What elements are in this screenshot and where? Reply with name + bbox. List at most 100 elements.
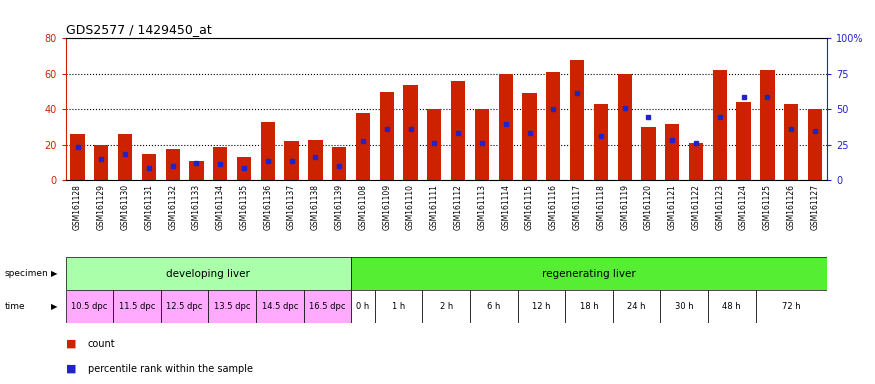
Bar	[665, 124, 679, 180]
Text: GSM161135: GSM161135	[240, 184, 248, 230]
Bar	[689, 143, 704, 180]
Text: ■: ■	[66, 339, 76, 349]
Text: GSM161126: GSM161126	[787, 184, 795, 230]
Text: GSM161118: GSM161118	[597, 184, 605, 230]
Text: GSM161130: GSM161130	[121, 184, 130, 230]
Text: count: count	[88, 339, 116, 349]
Text: GSM161124: GSM161124	[739, 184, 748, 230]
Bar	[499, 74, 513, 180]
Text: 6 h: 6 h	[487, 302, 500, 311]
Text: ■: ■	[66, 364, 76, 374]
Bar	[94, 145, 108, 180]
Bar	[570, 60, 584, 180]
Bar	[165, 149, 180, 180]
Text: GSM161116: GSM161116	[549, 184, 557, 230]
Bar	[351, 257, 827, 290]
Text: GSM161125: GSM161125	[763, 184, 772, 230]
Bar	[475, 109, 489, 180]
Bar	[784, 104, 798, 180]
Text: 16.5 dpc: 16.5 dpc	[309, 302, 346, 311]
Bar	[332, 147, 346, 180]
Bar	[356, 113, 370, 180]
Bar	[594, 104, 608, 180]
Bar	[66, 290, 113, 323]
Bar	[522, 93, 536, 180]
Text: GSM161112: GSM161112	[453, 184, 463, 230]
Text: GSM161113: GSM161113	[478, 184, 487, 230]
Text: regenerating liver: regenerating liver	[542, 268, 636, 279]
Bar	[661, 290, 708, 323]
Bar	[304, 290, 351, 323]
Text: ▶: ▶	[51, 302, 57, 311]
Bar	[380, 92, 394, 180]
Text: 12.5 dpc: 12.5 dpc	[166, 302, 203, 311]
Text: 13.5 dpc: 13.5 dpc	[214, 302, 250, 311]
Text: GSM161129: GSM161129	[97, 184, 106, 230]
Text: GSM161111: GSM161111	[430, 184, 439, 230]
Text: GDS2577 / 1429450_at: GDS2577 / 1429450_at	[66, 23, 212, 36]
Text: GSM161119: GSM161119	[620, 184, 629, 230]
Bar	[261, 122, 275, 180]
Bar	[760, 70, 774, 180]
Text: GSM161132: GSM161132	[168, 184, 177, 230]
Text: GSM161120: GSM161120	[644, 184, 653, 230]
Bar	[214, 147, 228, 180]
Bar	[612, 290, 661, 323]
Bar	[189, 161, 204, 180]
Text: ▶: ▶	[51, 269, 57, 278]
Text: GSM161128: GSM161128	[73, 184, 82, 230]
Text: percentile rank within the sample: percentile rank within the sample	[88, 364, 253, 374]
Bar	[470, 290, 518, 323]
Bar	[70, 134, 85, 180]
Text: GSM161109: GSM161109	[382, 184, 391, 230]
Text: GSM161108: GSM161108	[359, 184, 368, 230]
Text: GSM161121: GSM161121	[668, 184, 676, 230]
Bar	[142, 154, 156, 180]
Text: 0 h: 0 h	[356, 302, 369, 311]
Text: GSM161139: GSM161139	[335, 184, 344, 230]
Text: GSM161127: GSM161127	[810, 184, 820, 230]
Text: GSM161117: GSM161117	[572, 184, 582, 230]
Bar	[737, 103, 751, 180]
Text: GSM161114: GSM161114	[501, 184, 510, 230]
Bar	[641, 127, 655, 180]
Text: GSM161123: GSM161123	[716, 184, 724, 230]
Text: 11.5 dpc: 11.5 dpc	[119, 302, 155, 311]
Text: 18 h: 18 h	[579, 302, 598, 311]
Bar	[708, 290, 755, 323]
Text: GSM161110: GSM161110	[406, 184, 415, 230]
Bar	[808, 109, 822, 180]
Bar	[546, 72, 561, 180]
Text: 30 h: 30 h	[675, 302, 694, 311]
Text: 10.5 dpc: 10.5 dpc	[71, 302, 108, 311]
Text: GSM161131: GSM161131	[144, 184, 153, 230]
Bar	[161, 290, 208, 323]
Bar	[451, 81, 466, 180]
Bar	[618, 74, 632, 180]
Bar	[351, 290, 374, 323]
Text: GSM161134: GSM161134	[216, 184, 225, 230]
Text: developing liver: developing liver	[166, 268, 250, 279]
Text: 12 h: 12 h	[532, 302, 550, 311]
Bar	[237, 157, 251, 180]
Text: time: time	[4, 302, 25, 311]
Bar	[66, 257, 351, 290]
Text: specimen: specimen	[4, 269, 48, 278]
Bar	[284, 141, 298, 180]
Text: GSM161133: GSM161133	[192, 184, 201, 230]
Text: GSM161136: GSM161136	[263, 184, 272, 230]
Text: 24 h: 24 h	[627, 302, 646, 311]
Bar	[118, 134, 132, 180]
Text: 1 h: 1 h	[392, 302, 405, 311]
Bar	[403, 84, 417, 180]
Text: 72 h: 72 h	[782, 302, 801, 311]
Bar	[208, 290, 256, 323]
Text: GSM161137: GSM161137	[287, 184, 296, 230]
Bar	[518, 290, 565, 323]
Bar	[713, 70, 727, 180]
Bar	[374, 290, 423, 323]
Bar	[565, 290, 612, 323]
Bar	[308, 140, 323, 180]
Text: GSM161138: GSM161138	[311, 184, 320, 230]
Text: GSM161115: GSM161115	[525, 184, 534, 230]
